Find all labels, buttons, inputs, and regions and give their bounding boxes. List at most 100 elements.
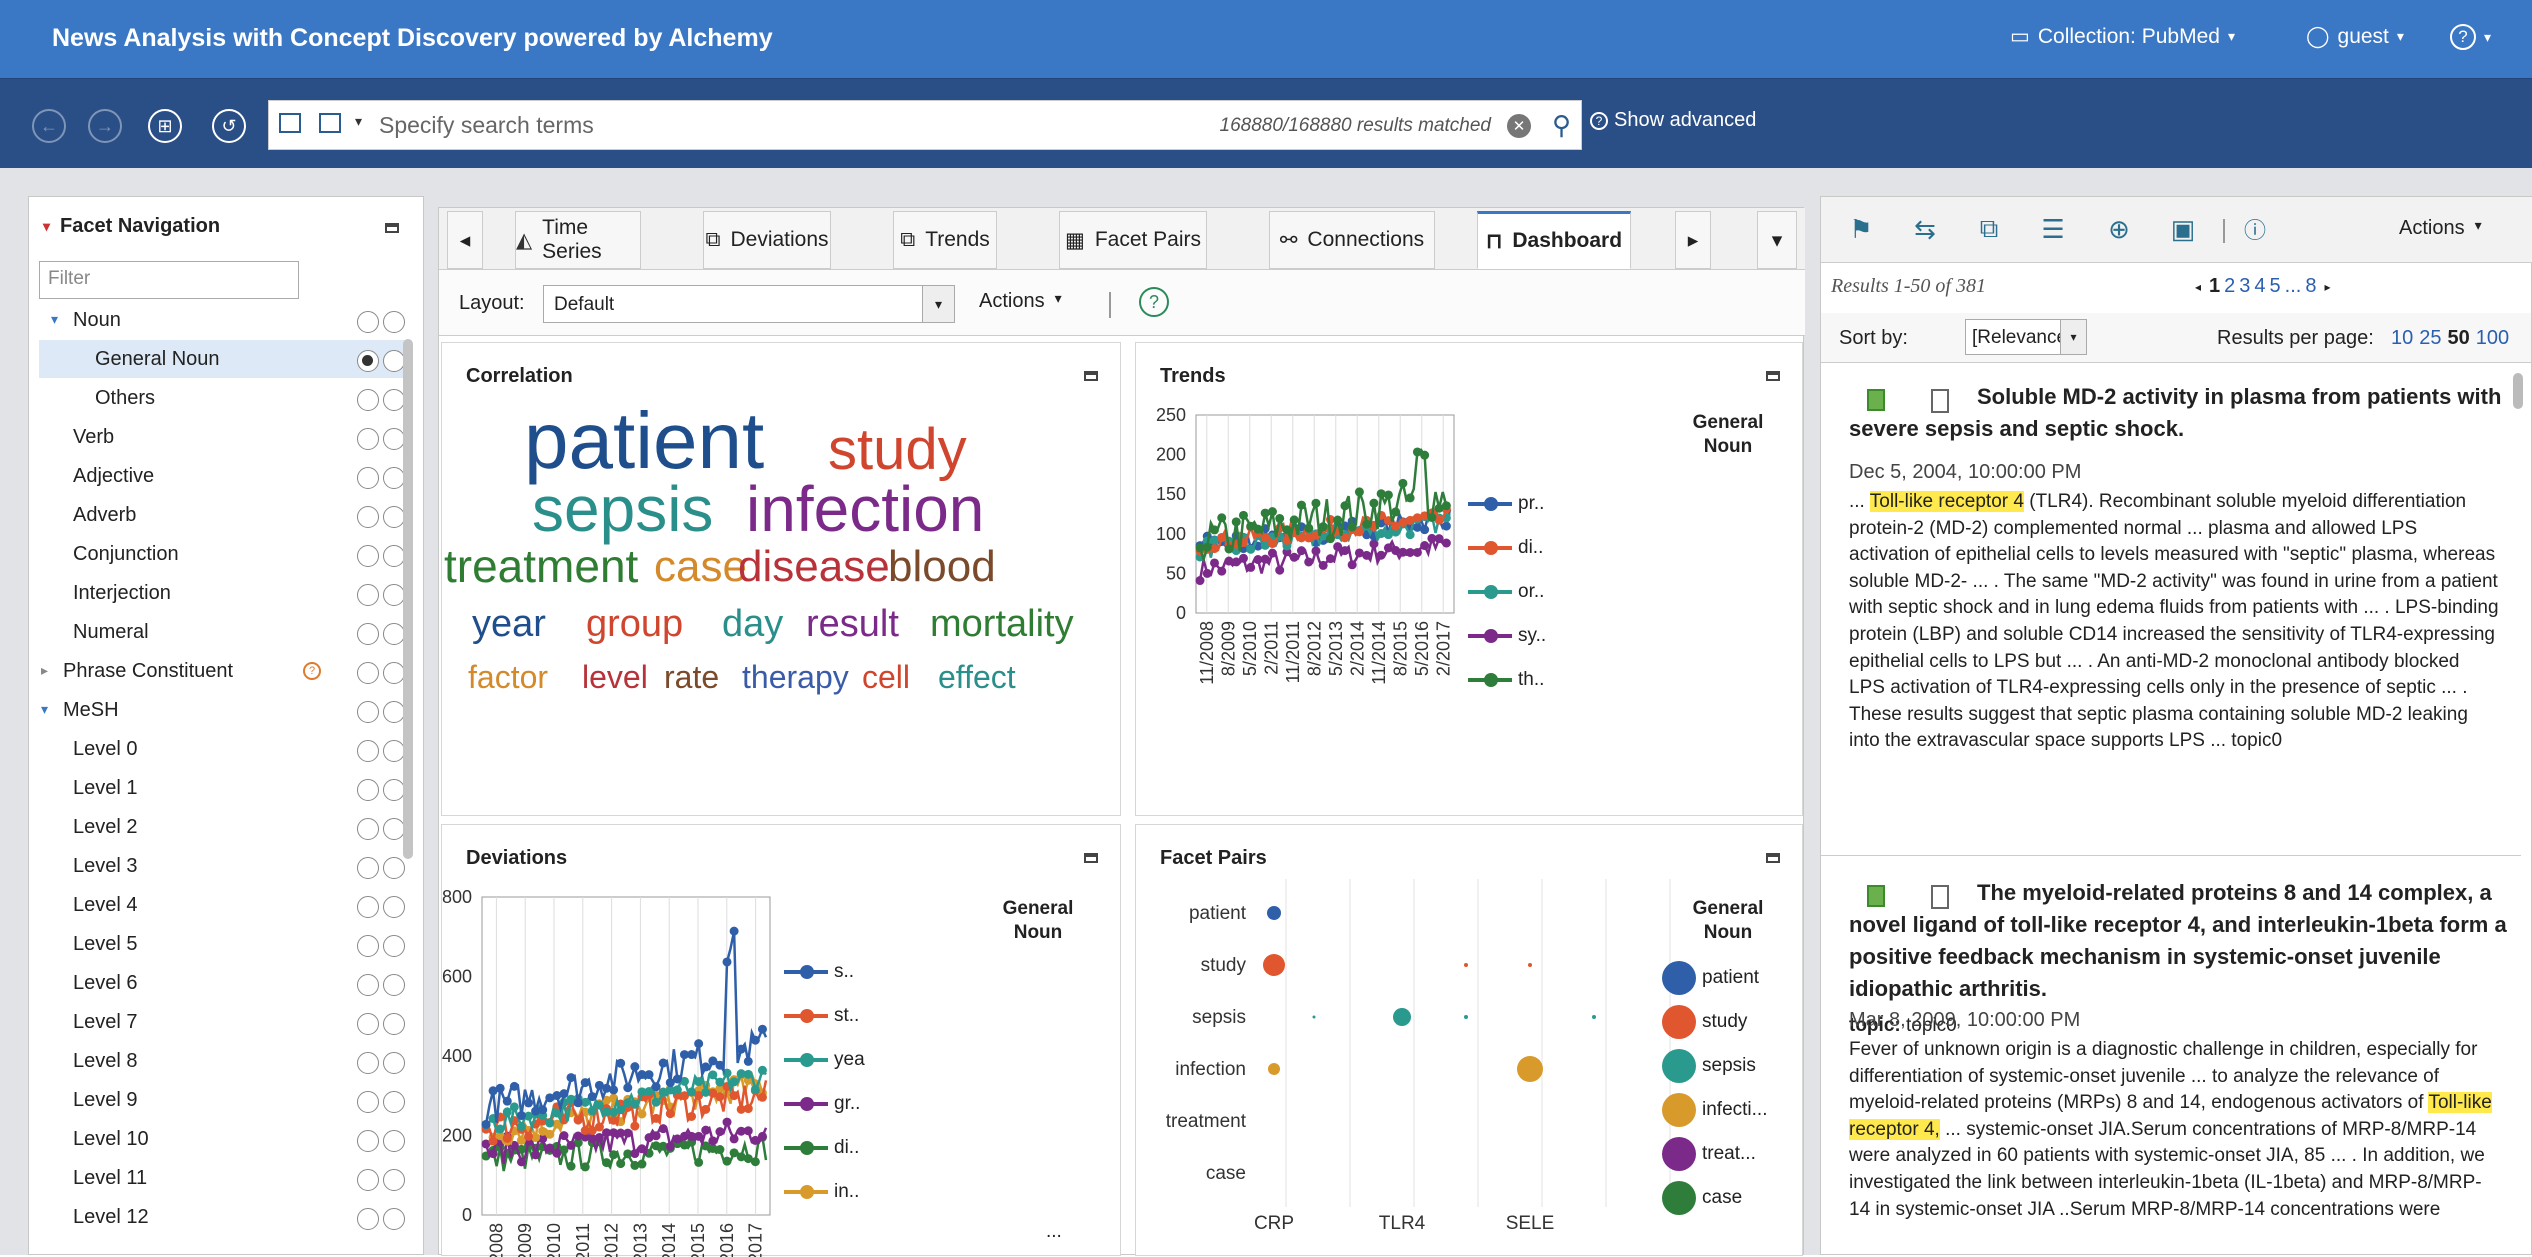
page-link[interactable]: 4 bbox=[2254, 275, 2266, 297]
page-link[interactable]: 8 bbox=[2305, 275, 2317, 297]
chevron-down-icon[interactable]: ▾ bbox=[355, 113, 363, 129]
facet-item[interactable]: Level 4 bbox=[39, 886, 409, 924]
include-radio[interactable] bbox=[357, 545, 379, 567]
results-scrollbar[interactable] bbox=[2513, 373, 2523, 409]
legend-item[interactable]: st.. bbox=[784, 1005, 859, 1027]
legend-item[interactable]: or.. bbox=[1468, 581, 1544, 603]
include-radio[interactable] bbox=[357, 701, 379, 723]
bubble-mark[interactable] bbox=[1268, 1063, 1280, 1075]
tab-connections[interactable]: ⚯ Connections bbox=[1269, 211, 1435, 269]
exclude-radio[interactable] bbox=[383, 818, 405, 840]
facet-item[interactable]: Level 2 bbox=[39, 808, 409, 846]
include-radio[interactable] bbox=[357, 896, 379, 918]
legend-item[interactable]: sepsis bbox=[1662, 1049, 1756, 1083]
legend-item[interactable]: study bbox=[1662, 1005, 1747, 1039]
include-radio[interactable] bbox=[357, 467, 379, 489]
results-actions-button[interactable]: Actions ▾ bbox=[2399, 217, 2482, 240]
word-cloud-term[interactable]: effect bbox=[938, 659, 1016, 695]
word-cloud-term[interactable]: level bbox=[582, 659, 648, 695]
flag-icon[interactable]: ⚑ bbox=[1849, 213, 1873, 244]
exclude-radio[interactable] bbox=[383, 740, 405, 762]
open-window-icon[interactable]: ⧉ bbox=[1979, 213, 1999, 243]
legend-item[interactable]: treat... bbox=[1662, 1137, 1756, 1171]
facet-navigation-header[interactable]: ▾ Facet Navigation bbox=[43, 215, 220, 238]
facet-item[interactable]: Verb bbox=[39, 418, 409, 456]
facet-item[interactable]: Level 8 bbox=[39, 1042, 409, 1080]
include-radio[interactable] bbox=[357, 1208, 379, 1230]
clear-icon[interactable]: ✕ bbox=[1507, 114, 1531, 138]
per-page-option[interactable]: 25 bbox=[2419, 327, 2442, 349]
exclude-radio[interactable] bbox=[383, 1208, 405, 1230]
minimize-icon[interactable] bbox=[1766, 371, 1780, 381]
facet-item[interactable]: General Noun bbox=[39, 340, 409, 378]
word-cloud-term[interactable]: sepsis bbox=[532, 473, 714, 545]
help-icon[interactable]: ⓘ bbox=[2243, 218, 2266, 243]
facet-item[interactable]: Adverb bbox=[39, 496, 409, 534]
facet-item[interactable]: Conjunction bbox=[39, 535, 409, 573]
search-scope-icon[interactable] bbox=[279, 113, 301, 133]
exclude-radio[interactable] bbox=[383, 584, 405, 606]
include-radio[interactable] bbox=[357, 623, 379, 645]
help-icon[interactable]: ? bbox=[1139, 287, 1169, 317]
legend-item[interactable]: in.. bbox=[784, 1181, 859, 1203]
page-link[interactable]: 5 bbox=[2269, 275, 2281, 297]
include-radio[interactable] bbox=[357, 1130, 379, 1152]
exclude-radio[interactable] bbox=[383, 1052, 405, 1074]
word-cloud-term[interactable]: disease bbox=[738, 542, 890, 591]
minimize-icon[interactable] bbox=[1766, 853, 1780, 863]
chevron-down-icon[interactable]: ▾ bbox=[51, 311, 59, 327]
facet-filter-input[interactable]: Filter bbox=[39, 261, 299, 299]
collection-menu[interactable]: ▭ Collection: PubMed ▾ bbox=[2010, 24, 2235, 49]
legend-item[interactable]: sy.. bbox=[1468, 625, 1546, 647]
tab-time-series[interactable]: ◭ Time Series bbox=[515, 211, 641, 269]
word-cloud-term[interactable]: study bbox=[828, 417, 967, 482]
include-radio[interactable] bbox=[357, 506, 379, 528]
document-icon[interactable]: ▣ bbox=[2170, 213, 2196, 244]
exclude-radio[interactable] bbox=[383, 779, 405, 801]
tabs-scroll-left-button[interactable]: ◂ bbox=[447, 211, 483, 269]
bubble-mark[interactable] bbox=[1517, 1056, 1543, 1082]
minimize-icon[interactable] bbox=[385, 223, 399, 233]
include-radio[interactable] bbox=[357, 935, 379, 957]
include-radio[interactable] bbox=[357, 662, 379, 684]
bubble-mark[interactable] bbox=[1263, 954, 1285, 976]
bubble-mark[interactable] bbox=[1267, 906, 1281, 920]
minimize-icon[interactable] bbox=[1084, 853, 1098, 863]
chevron-right-icon[interactable]: ▸ bbox=[41, 662, 49, 678]
abstract-icon[interactable] bbox=[1867, 389, 1885, 411]
legend-item[interactable]: yea bbox=[784, 1049, 865, 1071]
info-icon[interactable]: ? bbox=[303, 662, 321, 680]
include-radio[interactable] bbox=[357, 389, 379, 411]
facet-item[interactable]: Level 9 bbox=[39, 1081, 409, 1119]
facet-scrollbar[interactable] bbox=[403, 339, 413, 859]
include-radio[interactable] bbox=[357, 1013, 379, 1035]
word-cloud-term[interactable]: factor bbox=[468, 659, 549, 695]
exclude-radio[interactable] bbox=[383, 311, 405, 333]
user-menu[interactable]: ◯ guest ▾ bbox=[2306, 24, 2404, 49]
bubble-mark[interactable] bbox=[1528, 963, 1532, 967]
exclude-radio[interactable] bbox=[383, 467, 405, 489]
word-cloud-term[interactable]: therapy bbox=[742, 659, 849, 695]
export-icon[interactable]: ⇆ bbox=[1914, 213, 1936, 244]
exclude-radio[interactable] bbox=[383, 350, 405, 372]
word-cloud-term[interactable]: cell bbox=[862, 659, 911, 695]
show-advanced-link[interactable]: ? Show advanced bbox=[1590, 109, 1756, 132]
search-history-icon[interactable] bbox=[319, 113, 341, 133]
facet-item[interactable]: Level 10 bbox=[39, 1120, 409, 1158]
per-page-option[interactable]: 100 bbox=[2475, 327, 2510, 349]
word-cloud-term[interactable]: patient bbox=[524, 396, 765, 485]
exclude-radio[interactable] bbox=[383, 1013, 405, 1035]
facet-item[interactable]: Level 12 bbox=[39, 1198, 409, 1236]
exclude-radio[interactable] bbox=[383, 1169, 405, 1191]
legend-item[interactable]: pr.. bbox=[1468, 493, 1544, 515]
exclude-radio[interactable] bbox=[383, 545, 405, 567]
word-cloud-term[interactable]: blood bbox=[888, 542, 996, 591]
word-cloud-term[interactable]: rate bbox=[664, 659, 720, 695]
layout-actions-button[interactable]: Actions ▾ bbox=[979, 290, 1062, 313]
include-radio[interactable] bbox=[357, 1052, 379, 1074]
exclude-radio[interactable] bbox=[383, 428, 405, 450]
facet-item[interactable]: Level 1 bbox=[39, 769, 409, 807]
legend-item[interactable]: gr.. bbox=[784, 1093, 860, 1115]
forward-button[interactable]: → bbox=[88, 109, 122, 143]
word-cloud-term[interactable]: day bbox=[722, 603, 784, 645]
